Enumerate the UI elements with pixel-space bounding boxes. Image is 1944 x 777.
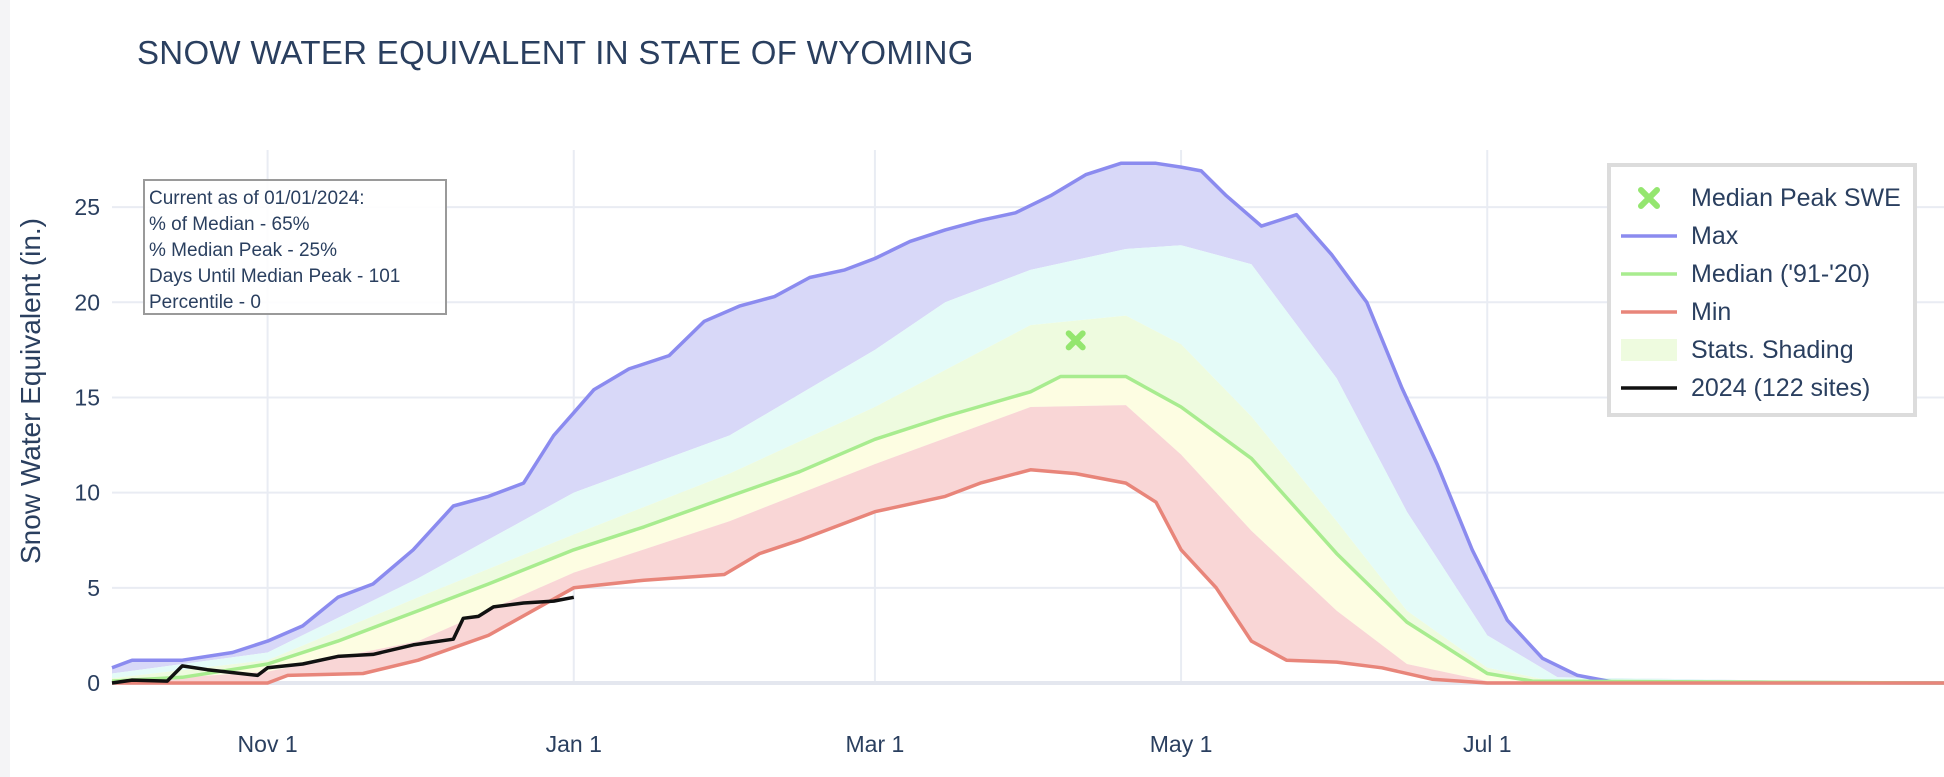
y-tick-label: 20 — [74, 289, 100, 315]
y-axis-label: Snow Water Equivalent (in.) — [15, 218, 46, 564]
legend-item-median[interactable]: Median ('91-'20) — [1611, 255, 1913, 293]
legend-symbol-current — [1619, 373, 1679, 403]
stats-shading-band — [112, 245, 1944, 683]
annotation-line: Percentile - 0 — [149, 292, 261, 313]
median-91-20-line — [111, 374, 1944, 685]
legend-label: Median Peak SWE — [1691, 184, 1901, 212]
y-tick-label: 5 — [87, 575, 100, 601]
legend-symbol-peak — [1619, 183, 1679, 213]
legend-item-peak[interactable]: Median Peak SWE — [1611, 179, 1913, 217]
y-tick-label: 0 — [87, 670, 100, 696]
series-lines — [111, 161, 1944, 685]
legend-item-current[interactable]: 2024 (122 sites) — [1611, 369, 1913, 407]
legend: Median Peak SWE Max Median ('91-'20) Min Sta… — [1607, 163, 1917, 417]
x-tick-label: May 1 — [1150, 731, 1213, 757]
legend-item-shade[interactable]: Stats. Shading — [1611, 331, 1913, 369]
annotation-line: Days Until Median Peak - 101 — [149, 266, 401, 287]
x-tick-label: Jul 1 — [1463, 731, 1512, 757]
legend-item-max[interactable]: Max — [1611, 217, 1913, 255]
legend-label: Min — [1691, 298, 1732, 326]
chart-title: SNOW WATER EQUIVALENT IN STATE OF WYOMIN… — [137, 34, 974, 71]
legend-item-min[interactable]: Min — [1611, 293, 1913, 331]
x-tick-label: Mar 1 — [846, 731, 905, 757]
y-tick-label: 15 — [74, 384, 100, 410]
annotation-line: Current as of 01/01/2024: — [149, 188, 365, 209]
legend-symbol-min — [1619, 297, 1679, 327]
x-tick-label: Nov 1 — [238, 731, 298, 757]
stats-shading-band — [112, 405, 1944, 683]
legend-symbol-shade — [1619, 335, 1679, 365]
stats-shading-band — [112, 315, 1944, 683]
legend-label: Median ('91-'20) — [1691, 260, 1871, 288]
2024-122-sites-line — [111, 595, 575, 685]
current-status-annotation: Current as of 01/01/2024: % of Median - 6… — [143, 179, 447, 315]
y-tick-label: 25 — [74, 194, 100, 220]
median-peak-marker — [1065, 330, 1086, 351]
x-tick-label: Jan 1 — [546, 731, 602, 757]
legend-label: 2024 (122 sites) — [1691, 374, 1871, 402]
tick-labels: 0 5 10 15 20 25 Nov 1 Jan 1 Mar 1 May 1 Jul 1 — [74, 194, 1511, 757]
left-margin-strip — [0, 0, 10, 777]
y-tick-label: 10 — [74, 480, 100, 506]
legend-label: Max — [1691, 222, 1739, 250]
annotation-line: % Median Peak - 25% — [149, 240, 337, 261]
markers — [1065, 330, 1086, 351]
legend-symbol-max — [1619, 221, 1679, 251]
min-line — [112, 468, 1944, 685]
annotation-line: % of Median - 65% — [149, 214, 310, 235]
legend-label: Stats. Shading — [1691, 336, 1854, 364]
max-line — [111, 161, 1944, 685]
legend-symbol-median — [1619, 259, 1679, 289]
